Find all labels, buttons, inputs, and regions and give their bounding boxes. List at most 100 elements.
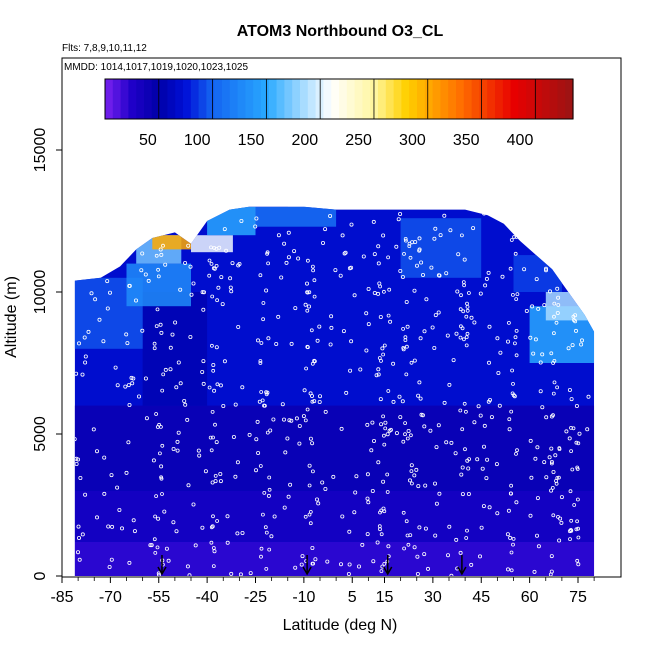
sample-point — [108, 253, 113, 258]
profile-point — [556, 303, 561, 307]
sample-point — [341, 329, 346, 334]
x-tick-label: -25 — [244, 589, 267, 606]
sample-point — [214, 440, 219, 445]
profile-point — [569, 425, 573, 430]
sample-point — [130, 381, 135, 386]
profile-point — [260, 398, 265, 403]
sample-point — [459, 472, 464, 477]
sample-point — [437, 273, 442, 278]
profile-point — [308, 509, 313, 514]
sample-point — [549, 446, 554, 451]
sample-point — [436, 310, 441, 315]
profile-point — [574, 527, 579, 532]
sample-point — [339, 426, 344, 431]
sample-point — [394, 244, 399, 249]
sample-point — [422, 329, 427, 334]
profile-point — [310, 469, 315, 474]
colorbar-cell — [136, 79, 145, 119]
sample-point — [107, 565, 112, 570]
profile-point — [571, 271, 576, 276]
sample-point — [308, 391, 313, 396]
colorbar-cell — [502, 79, 512, 119]
profile-point — [381, 352, 386, 357]
sample-point — [159, 464, 164, 469]
sample-point — [387, 428, 392, 433]
sample-point — [505, 532, 510, 537]
sample-point — [323, 409, 328, 414]
sample-point — [144, 416, 149, 421]
profile-point — [459, 293, 463, 298]
sample-point — [460, 492, 465, 497]
profile-point — [156, 267, 161, 272]
sample-point — [76, 524, 81, 529]
sample-point — [586, 394, 591, 399]
sample-point — [555, 286, 560, 291]
colorbar-cell — [557, 79, 566, 119]
colorbar-cell — [370, 79, 379, 119]
sample-point — [533, 337, 538, 342]
sample-point — [449, 573, 454, 577]
profile-point — [552, 249, 556, 254]
sample-point — [477, 554, 482, 559]
profile-point — [548, 572, 553, 577]
sample-point — [127, 283, 132, 288]
colorbar-cell — [378, 79, 387, 119]
profile-point — [511, 542, 515, 547]
profile-point — [379, 569, 384, 573]
sample-point — [398, 415, 403, 420]
profile-point — [261, 301, 266, 305]
sample-point — [93, 297, 98, 302]
sample-point — [83, 492, 88, 497]
profile-point — [161, 372, 166, 377]
colorbar-cell — [565, 79, 574, 119]
sample-point — [268, 428, 273, 433]
sample-point — [404, 299, 409, 304]
sample-point — [203, 469, 208, 474]
x-tick-label: 15 — [376, 589, 394, 606]
sample-point — [567, 387, 572, 392]
sample-point — [133, 298, 138, 303]
profile-point — [575, 465, 580, 470]
sample-point — [346, 572, 351, 577]
x-tick-label: -55 — [147, 589, 170, 606]
sample-point — [316, 501, 321, 506]
profile-point — [557, 475, 561, 480]
sample-point — [413, 239, 418, 244]
sample-point — [83, 354, 88, 359]
sample-point — [282, 505, 287, 510]
sample-point — [349, 222, 354, 227]
profile-point — [465, 331, 470, 336]
profile-point — [551, 391, 556, 396]
profile-point — [402, 251, 406, 256]
colorbar-cell — [479, 79, 488, 119]
sample-point — [471, 226, 476, 231]
sample-point — [174, 529, 179, 534]
sample-point — [225, 540, 230, 545]
heat-layer — [74, 206, 595, 576]
profile-point — [556, 515, 560, 519]
sample-point — [109, 473, 114, 478]
sample-point — [448, 228, 453, 233]
x-tick-label: 30 — [424, 589, 442, 606]
sample-point — [239, 218, 244, 223]
profile-point — [552, 314, 556, 319]
colorbar-cell — [276, 79, 285, 119]
profile-point — [267, 547, 272, 552]
sample-point — [272, 514, 277, 519]
plot-frame — [61, 57, 622, 578]
sample-point — [406, 428, 411, 433]
colorbar-cell — [409, 79, 418, 119]
sample-point — [131, 376, 136, 381]
sample-point — [485, 457, 490, 462]
sample-point — [307, 463, 312, 468]
sample-point — [299, 562, 304, 567]
profile-point — [568, 489, 573, 494]
profile-point — [215, 298, 220, 303]
sample-point — [400, 399, 405, 404]
sample-point — [256, 450, 261, 455]
sample-point — [294, 416, 299, 421]
sample-point — [271, 417, 276, 422]
sample-point — [132, 529, 137, 534]
sample-point — [419, 412, 424, 417]
profile-point — [576, 239, 581, 244]
